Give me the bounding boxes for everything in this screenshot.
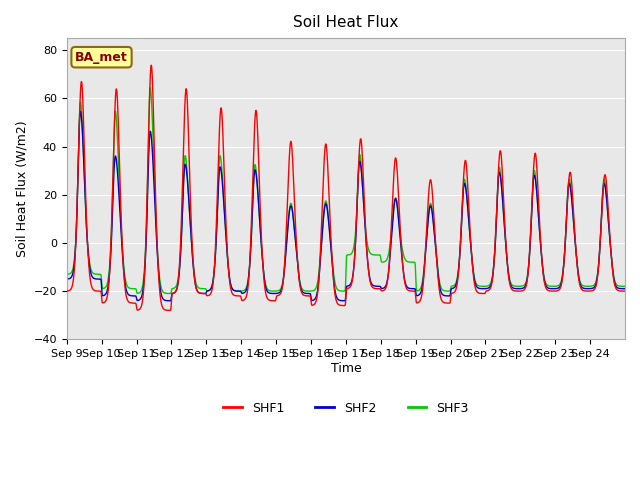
SHF1	[621, 288, 629, 294]
SHF3	[546, 283, 554, 289]
SHF2	[380, 285, 388, 291]
SHF3	[118, 247, 126, 253]
SHF2	[166, 298, 174, 304]
SHF1	[515, 288, 522, 294]
Legend: SHF1, SHF2, SHF3: SHF1, SHF2, SHF3	[218, 397, 474, 420]
SHF2	[614, 285, 621, 291]
SHF3	[380, 259, 388, 265]
X-axis label: Time: Time	[330, 362, 361, 375]
Title: Soil Heat Flux: Soil Heat Flux	[293, 15, 399, 30]
SHF3	[239, 288, 247, 294]
SHF2	[515, 286, 522, 291]
SHF1	[63, 288, 70, 294]
SHF1	[546, 288, 554, 294]
SHF2	[119, 256, 127, 262]
SHF1	[380, 288, 388, 293]
SHF3	[515, 283, 522, 289]
SHF3	[63, 271, 70, 277]
Line: SHF2: SHF2	[67, 111, 625, 301]
Line: SHF3: SHF3	[67, 88, 625, 294]
Y-axis label: Soil Heat Flux (W/m2): Soil Heat Flux (W/m2)	[15, 120, 28, 257]
SHF2	[239, 290, 247, 296]
SHF1	[166, 308, 174, 313]
SHF3	[621, 283, 629, 289]
SHF1	[614, 288, 621, 293]
SHF2	[63, 276, 70, 282]
SHF3	[147, 85, 154, 91]
SHF1	[148, 62, 156, 68]
SHF2	[621, 286, 629, 291]
SHF3	[614, 283, 621, 288]
Line: SHF1: SHF1	[67, 65, 625, 311]
SHF1	[118, 248, 126, 254]
SHF2	[546, 286, 554, 291]
SHF2	[77, 108, 84, 114]
SHF3	[166, 291, 174, 297]
Text: BA_met: BA_met	[75, 51, 128, 64]
SHF1	[239, 297, 247, 303]
